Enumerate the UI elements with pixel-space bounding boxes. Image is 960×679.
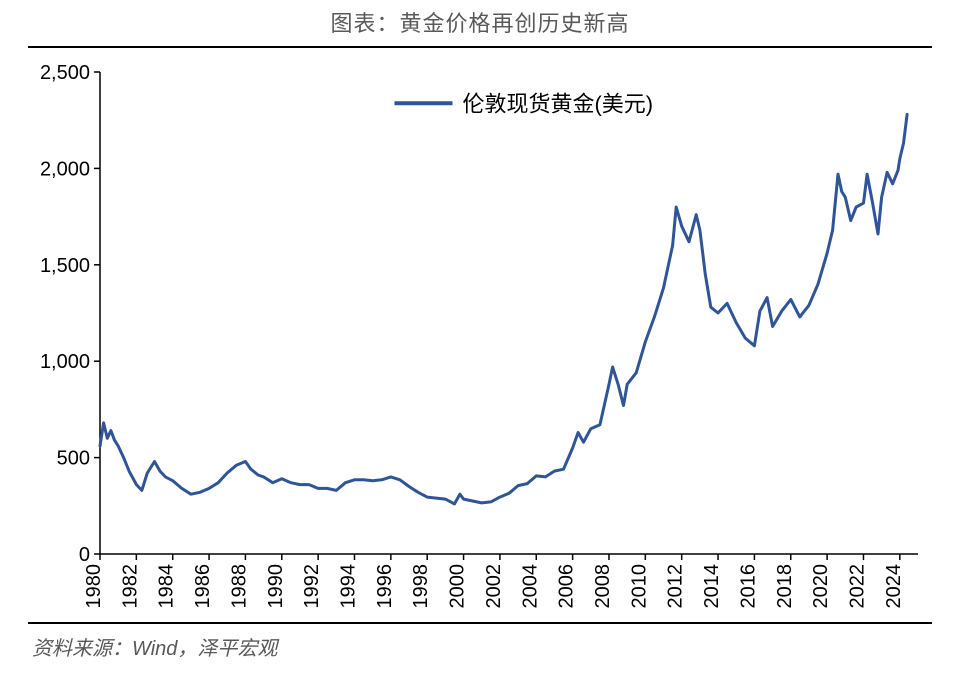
chart-title: 图表：黄金价格再创历史新高	[330, 11, 629, 36]
y-tick-label: 0	[79, 544, 90, 566]
y-tick-label: 1,000	[40, 351, 90, 373]
x-tick-label: 2014	[701, 564, 723, 609]
source-row: 资料来源：Wind，泽平宏观	[32, 632, 960, 661]
line-chart-svg: 0 500 1,000 1,500 2,000 2,500 1980 1982 1984 1986…	[28, 58, 932, 618]
x-tick-label: 2002	[483, 564, 505, 609]
chart-area: 0 500 1,000 1,500 2,000 2,500 1980 1982 1984 1986…	[28, 58, 932, 618]
y-tick-label: 2,500	[40, 62, 90, 84]
bottom-rule	[28, 622, 932, 624]
source-text: 资料来源：Wind，泽平宏观	[32, 638, 277, 660]
x-tick-label: 1982	[119, 564, 141, 609]
y-tick-label: 500	[57, 448, 90, 470]
y-tick-label: 2,000	[40, 158, 90, 180]
top-rule	[28, 46, 932, 48]
legend-label: 伦敦现货黄金(美元)	[462, 91, 653, 116]
x-tick-label: 2012	[665, 564, 687, 609]
x-tick-label: 1980	[83, 564, 105, 609]
x-tick-label: 2008	[592, 564, 614, 609]
x-tick-label: 1988	[228, 564, 250, 609]
x-tick-label: 1990	[265, 564, 287, 609]
chart-title-row: 图表：黄金价格再创历史新高	[0, 0, 960, 38]
gold-price-line	[100, 114, 907, 504]
x-tick-label: 1984	[156, 564, 178, 609]
x-tick-label: 2000	[447, 564, 469, 609]
y-tick-label: 1,500	[40, 255, 90, 277]
x-tick-label: 2022	[846, 564, 868, 609]
x-tick-label: 1986	[192, 564, 214, 609]
x-tick-label: 2018	[774, 564, 796, 609]
x-tick-label: 1996	[374, 564, 396, 609]
x-tick-label: 2016	[737, 564, 759, 609]
x-tick-label: 2024	[883, 564, 905, 609]
x-tick-label: 2010	[628, 564, 650, 609]
x-tick-label: 1994	[337, 564, 359, 609]
x-tick-label: 1998	[410, 564, 432, 609]
x-tick-label: 1992	[301, 564, 323, 609]
x-tick-label: 2006	[556, 564, 578, 609]
x-tick-label: 2020	[810, 564, 832, 609]
x-tick-label: 2004	[519, 564, 541, 609]
